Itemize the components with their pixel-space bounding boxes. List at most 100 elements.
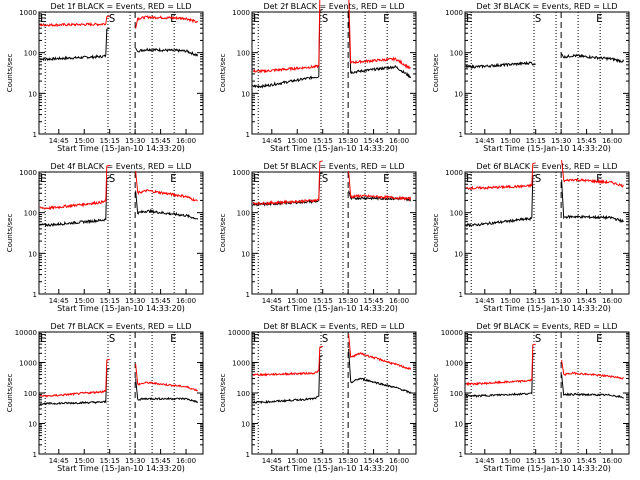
series-line-black	[561, 53, 625, 64]
series-line-black	[135, 47, 199, 57]
y-tick-label: 10	[28, 250, 37, 258]
x-axis-label: Start Time (15-Jan-10 14:33:20)	[270, 144, 398, 153]
y-tick-label: 1000	[232, 9, 250, 17]
series-line-red	[348, 0, 411, 70]
x-tick-label: 15:15	[313, 137, 333, 145]
y-tick-label: 1	[33, 131, 37, 139]
end-marker: E	[253, 332, 260, 345]
end-marker: E	[170, 172, 177, 185]
y-tick-label: 1	[33, 451, 37, 459]
y-tick-label: 10	[454, 90, 463, 98]
x-tick-label: 15:30	[551, 137, 571, 145]
x-tick-label: 15:45	[576, 297, 596, 305]
end-marker: E	[383, 12, 390, 25]
x-tick-label: 15:45	[150, 457, 170, 465]
x-tick-label: 15:15	[526, 457, 546, 465]
series-line-red	[39, 358, 110, 398]
x-tick-label: 14:45	[262, 457, 282, 465]
x-tick-label: 15:45	[150, 137, 170, 145]
y-tick-label: 1	[246, 131, 250, 139]
series-line-red	[561, 360, 624, 380]
x-axis-label: Start Time (15-Jan-10 14:33:20)	[57, 304, 185, 313]
x-tick-label: 16:00	[389, 457, 409, 465]
start-marker: S	[322, 332, 329, 345]
plot-frame	[38, 171, 204, 295]
x-tick-label: 15:15	[100, 137, 120, 145]
y-tick-label: 10	[241, 90, 250, 98]
panel-title: Det 4f BLACK = Events, RED = LLD	[50, 162, 191, 171]
panel-title: Det 8f BLACK = Events, RED = LLD	[263, 322, 404, 331]
plot-frame	[251, 11, 417, 135]
x-tick-label: 15:00	[500, 297, 520, 305]
x-tick-label: 15:30	[125, 137, 145, 145]
panel-title: Det 6f BLACK = Events, RED = LLD	[476, 162, 617, 171]
x-tick-label: 14:45	[49, 297, 69, 305]
start-marker: S	[322, 12, 329, 25]
panel-title: Det 1f BLACK = Events, RED = LLD	[50, 2, 191, 11]
y-tick-label: 100	[450, 390, 463, 398]
x-tick-label: 15:00	[500, 457, 520, 465]
x-tick-label: 15:30	[551, 297, 571, 305]
end-marker: E	[383, 332, 390, 345]
y-tick-label: 10	[28, 421, 37, 429]
y-tick-label: 10000	[15, 329, 37, 337]
x-tick-label: 16:00	[176, 457, 196, 465]
end-marker: E	[596, 12, 603, 25]
x-tick-label: 15:00	[287, 457, 307, 465]
x-tick-label: 15:00	[500, 137, 520, 145]
end-marker: E	[170, 332, 177, 345]
end-marker: E	[40, 12, 47, 25]
start-marker: S	[535, 172, 542, 185]
series-line-black	[465, 174, 536, 228]
end-marker: E	[596, 172, 603, 185]
x-tick-label: 15:15	[313, 297, 333, 305]
end-marker: E	[466, 332, 473, 345]
x-tick-label: 15:30	[125, 457, 145, 465]
x-tick-label: 15:00	[74, 457, 94, 465]
x-tick-label: 16:00	[389, 297, 409, 305]
end-marker: E	[596, 332, 603, 345]
series-line-black	[39, 368, 110, 406]
series-line-red	[252, 0, 321, 74]
series-line-black	[135, 378, 199, 404]
y-tick-label: 100	[237, 50, 250, 58]
x-tick-label: 15:45	[576, 457, 596, 465]
series-line-black	[465, 60, 536, 69]
x-tick-label: 16:00	[389, 137, 409, 145]
series-line-black	[348, 10, 412, 79]
panel-title: Det 2f BLACK = Events, RED = LLD	[263, 2, 404, 11]
x-tick-label: 16:00	[176, 137, 196, 145]
series-line-black	[561, 179, 624, 224]
series-line-red	[39, 164, 110, 211]
y-tick-label: 10000	[441, 329, 463, 337]
start-marker: S	[535, 332, 542, 345]
y-tick-label: 1000	[445, 169, 463, 177]
plot-frame	[38, 331, 204, 455]
y-tick-label: 100	[24, 50, 37, 58]
plot-frame	[464, 171, 630, 295]
series-line-black	[252, 355, 323, 405]
series-line-red	[252, 160, 323, 206]
x-tick-label: 15:15	[100, 457, 120, 465]
end-marker: E	[383, 172, 390, 185]
y-tick-label: 1	[459, 291, 463, 299]
y-axis-label: Counts/sec	[6, 214, 14, 253]
y-tick-label: 1	[459, 131, 463, 139]
x-tick-label: 16:00	[602, 457, 622, 465]
y-axis-label: Counts/sec	[219, 214, 227, 253]
series-line-red	[135, 363, 198, 392]
y-tick-label: 1000	[19, 9, 37, 17]
panel-title: Det 5f BLACK = Events, RED = LLD	[263, 162, 404, 171]
y-tick-label: 100	[24, 210, 37, 218]
x-tick-label: 14:45	[49, 137, 69, 145]
x-axis-label: Start Time (15-Jan-10 14:33:20)	[270, 464, 398, 473]
y-tick-label: 10000	[228, 329, 250, 337]
y-tick-label: 100	[237, 390, 250, 398]
y-tick-label: 10	[241, 250, 250, 258]
x-tick-label: 15:45	[576, 137, 596, 145]
x-tick-label: 15:45	[363, 457, 383, 465]
x-tick-label: 14:45	[262, 137, 282, 145]
